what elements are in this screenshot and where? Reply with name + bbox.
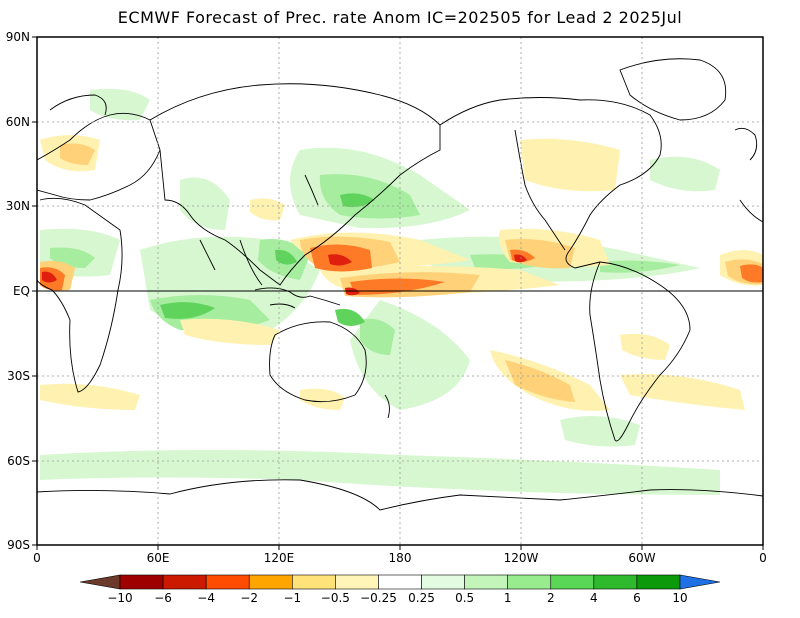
colorbar-box bbox=[292, 574, 336, 590]
x-label-180: 180 bbox=[388, 551, 412, 565]
colorbar-label: 10 bbox=[672, 591, 688, 605]
dry-extreme-areas bbox=[42, 254, 527, 296]
y-label-30n: 30N bbox=[5, 199, 30, 213]
colorbar bbox=[79, 574, 721, 590]
y-label-90n: 90N bbox=[5, 30, 30, 44]
x-label-0-east: 0 bbox=[759, 551, 767, 565]
x-label-120e: 120E bbox=[263, 551, 295, 565]
wet-strong-areas bbox=[160, 193, 375, 326]
colorbar-box bbox=[205, 574, 250, 590]
colorbar-box bbox=[162, 574, 207, 590]
coastlines bbox=[37, 58, 763, 511]
grid-lines bbox=[37, 37, 763, 545]
colorbar-label: −0.5 bbox=[320, 591, 350, 605]
anomaly-field bbox=[37, 37, 763, 545]
colorbar-box bbox=[636, 574, 681, 590]
colorbar-box bbox=[378, 574, 422, 590]
colorbar-label: −10 bbox=[107, 591, 133, 605]
colorbar-label: −0.25 bbox=[360, 591, 397, 605]
colorbar-label: 0.25 bbox=[408, 591, 435, 605]
colorbar-label: −1 bbox=[283, 591, 302, 605]
colorbar-box bbox=[550, 574, 595, 590]
map-title: ECMWF Forecast of Prec. rate Anom IC=202… bbox=[117, 8, 683, 27]
colorbar-box bbox=[248, 574, 293, 590]
x-label-0: 0 bbox=[33, 551, 41, 565]
y-label-60n: 60N bbox=[5, 115, 30, 129]
colorbar-box bbox=[464, 574, 508, 590]
y-label-90s: 90S bbox=[7, 538, 30, 552]
colorbar-box bbox=[593, 574, 638, 590]
colorbar-box bbox=[335, 574, 379, 590]
colorbar-label: 4 bbox=[590, 591, 598, 605]
colorbar-box bbox=[507, 574, 552, 590]
colorbar-label: −6 bbox=[154, 591, 172, 605]
colorbar-label: 2 bbox=[546, 591, 555, 605]
colorbar-label: 0.5 bbox=[455, 591, 475, 605]
colorbar-right-arrow bbox=[679, 574, 721, 590]
y-label-eq: EQ bbox=[12, 284, 30, 298]
colorbar-left-arrow bbox=[79, 574, 121, 590]
colorbar-label: 1 bbox=[503, 591, 512, 605]
colorbar-box bbox=[119, 574, 164, 590]
y-label-60s: 60S bbox=[7, 454, 30, 468]
x-label-60w: 60W bbox=[628, 551, 656, 565]
colorbar-label: −2 bbox=[240, 591, 259, 605]
y-label-30s: 30S bbox=[7, 369, 30, 383]
x-label-60e: 60E bbox=[146, 551, 170, 565]
colorbar-label: −4 bbox=[197, 591, 215, 605]
colorbar-label: 6 bbox=[633, 591, 641, 605]
axis-ticks bbox=[32, 36, 764, 550]
colorbar-box bbox=[421, 574, 465, 590]
x-label-120w: 120W bbox=[503, 551, 539, 565]
